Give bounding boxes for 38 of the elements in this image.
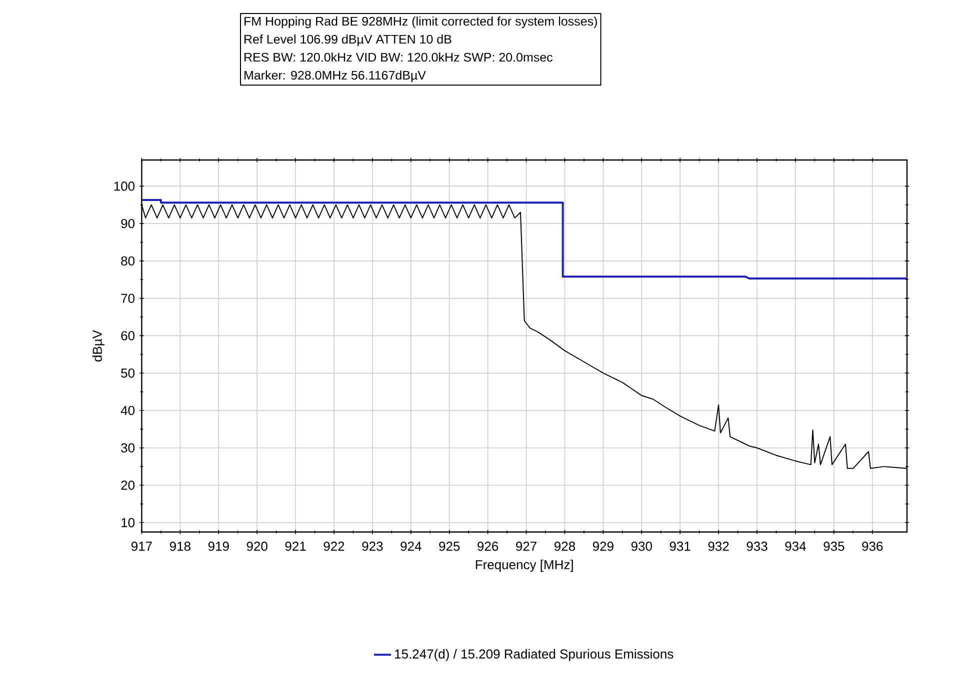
x-tick-label: 930 [631,542,652,551]
x-tick-label: 932 [708,542,729,551]
x-tick-label: 927 [516,542,536,551]
chart-title: FM Hopping Rad BE 928MHz (limit corrected for system losses) [244,16,597,28]
x-tick-label: 922 [324,542,344,551]
x-tick-label: 929 [592,542,614,551]
text: Marker: 928.0MHz 56.1167dBµV [244,70,426,82]
y-tick-label: 100 [114,182,135,191]
x-axis-title: Frequency [MHz] [476,560,573,572]
y-tick-label: 20 [121,480,135,490]
x-tick-label: 924 [400,542,422,551]
x-tick-label: 934 [785,542,806,551]
x-tick-label: 921 [285,542,306,551]
y-tick-label: 60 [121,331,135,340]
x-tick-label: 918 [170,542,190,551]
text: Ref Level 106.99 dBµV ATTEN 10 dB [244,34,452,46]
y-tick-label: 10 [122,518,135,528]
x-tick-label: 933 [746,542,768,551]
x-tick-label: 925 [439,542,460,551]
x-tick-label: 923 [362,542,383,551]
x-tick-label: 935 [824,542,844,551]
line-series [142,198,907,280]
y-tick-label: 70 [121,294,135,303]
y-axis-title: dBµV [92,330,104,362]
legend-label: 15.247(d) / 15.209 Radiated Spurious Emissions [395,649,674,662]
y-tick-label: 40 [120,406,135,416]
x-tick-label: 920 [246,542,268,551]
x-tick-label: 931 [670,542,690,551]
y-tick-label: 50 [121,368,135,378]
y-tick-label: 30 [121,443,135,452]
x-tick-label: 928 [554,542,576,551]
text: RES BW: 120.0kHz VID BW: 120.0kHz SWP: 20.0msec [244,52,553,62]
y-tick-label: 80 [121,256,135,266]
x-tick-label: 917 [131,542,152,551]
x-tick-label: 919 [208,542,229,551]
x-tick-label: 926 [478,542,498,551]
x-tick-label: 936 [862,542,883,551]
y-tick-label: 90 [121,218,135,228]
